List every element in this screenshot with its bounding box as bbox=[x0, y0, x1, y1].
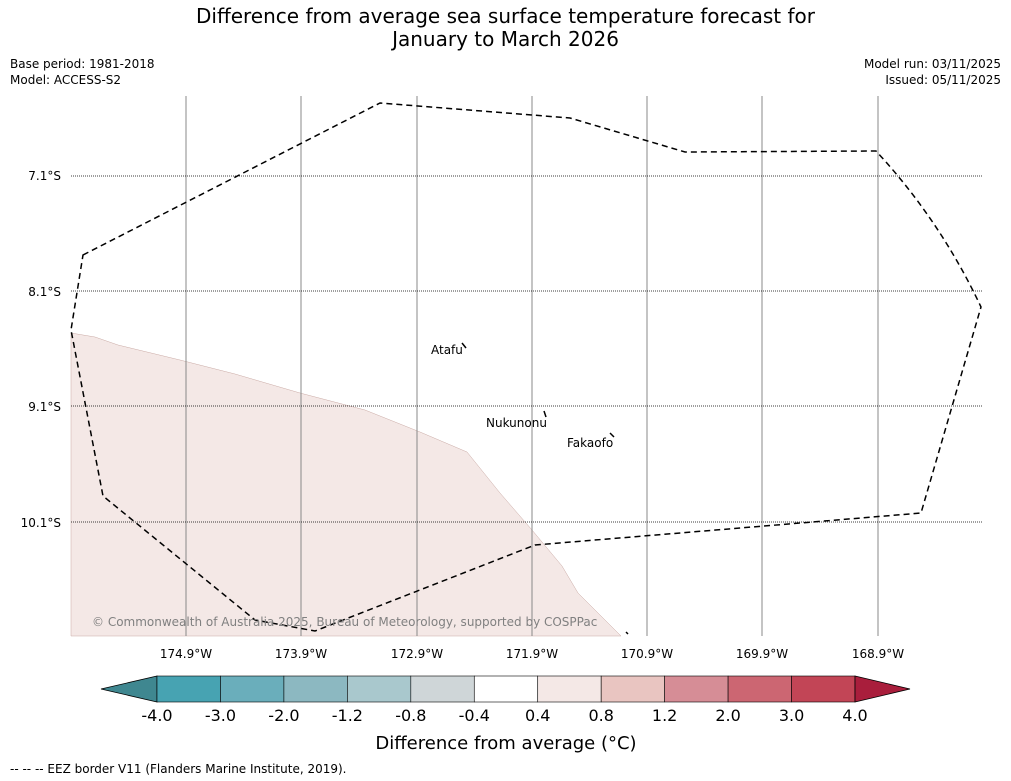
colorbar-segment bbox=[600, 675, 665, 703]
model-run: Model run: 03/11/2025 bbox=[863, 57, 1001, 71]
longitude-labels: 174.9°W 173.9°W 172.9°W 171.9°W 170.9°W … bbox=[160, 647, 904, 661]
colorbar-tick-label: -0.4 bbox=[459, 706, 490, 725]
colorbar-segment bbox=[283, 675, 348, 703]
model-name: Model: ACCESS-S2 bbox=[10, 73, 122, 87]
colorbar-label: Difference from average (°C) bbox=[375, 733, 636, 754]
colorbar-segment bbox=[220, 675, 285, 703]
meta-left: Base period: 1981-2018 Model: ACCESS-S2 bbox=[10, 56, 155, 88]
colorbar-segment bbox=[410, 675, 475, 703]
place-label-fakaofo: Fakaofo bbox=[567, 436, 613, 450]
colorbar-segment bbox=[664, 675, 729, 703]
colorbar-high-extend bbox=[854, 675, 911, 703]
colorbar-tick-label: 0.4 bbox=[525, 706, 550, 725]
copyright-text: © Commonwealth of Australia 2025, Bureau… bbox=[92, 615, 597, 629]
colorbar-tick-label: -2.0 bbox=[268, 706, 299, 725]
colorbar-low-extend bbox=[100, 675, 158, 703]
base-period: Base period: 1981-2018 bbox=[10, 57, 155, 71]
colorbar-tick-label: 3.0 bbox=[779, 706, 804, 725]
colorbar-segment bbox=[156, 675, 221, 703]
colorbar-segment bbox=[347, 675, 412, 703]
lon-label: 169.9°W bbox=[736, 647, 788, 661]
lat-label: 10.1°S bbox=[21, 516, 61, 530]
colorbar-tick-label: -0.8 bbox=[395, 706, 426, 725]
meta-right: Model run: 03/11/2025 Issued: 05/11/2025 bbox=[864, 56, 1001, 88]
colorbar-tick-label: -1.2 bbox=[332, 706, 363, 725]
colorbar-segment bbox=[537, 675, 602, 703]
colorbar-segment bbox=[727, 675, 792, 703]
eez-legend-footer: -- -- -- EEZ border V11 (Flanders Marine… bbox=[10, 762, 347, 776]
colorbar-tick-label: 1.2 bbox=[652, 706, 677, 725]
title-line-2: January to March 2026 bbox=[392, 27, 619, 51]
colorbar-segment bbox=[473, 675, 539, 703]
lon-label: 173.9°W bbox=[275, 647, 327, 661]
colorbar-tick-label: 4.0 bbox=[842, 706, 867, 725]
eez-border bbox=[70, 102, 982, 632]
colorbar-tick-label: 2.0 bbox=[715, 706, 740, 725]
lon-label: 168.9°W bbox=[852, 647, 904, 661]
place-label-atafu: Atafu bbox=[431, 343, 463, 357]
lat-label: 7.1°S bbox=[28, 169, 61, 183]
title-line-1: Difference from average sea surface temp… bbox=[195, 4, 815, 28]
place-labels: Atafu Nukunonu Fakaofo bbox=[431, 343, 613, 450]
lat-label: 8.1°S bbox=[28, 285, 61, 299]
lon-label: 170.9°W bbox=[621, 647, 673, 661]
lat-label: 9.1°S bbox=[28, 400, 61, 414]
colorbar-tick-label: -3.0 bbox=[205, 706, 236, 725]
lon-label: 171.9°W bbox=[506, 647, 558, 661]
latitude-labels: 7.1°S 8.1°S 9.1°S 10.1°S bbox=[21, 169, 61, 530]
southern-islet-shape bbox=[625, 631, 629, 635]
lon-label: 174.9°W bbox=[160, 647, 212, 661]
colorbar-tick-label: -4.0 bbox=[141, 706, 172, 725]
nukunonu-atoll-shape bbox=[543, 410, 547, 418]
colorbar-tick-label: 0.8 bbox=[588, 706, 613, 725]
atafu-atoll-shape bbox=[461, 342, 467, 349]
fakaofo-atoll-shape bbox=[609, 432, 615, 438]
issued-date: Issued: 05/11/2025 bbox=[885, 73, 1001, 87]
chart-title: Difference from average sea surface temp… bbox=[0, 5, 1011, 51]
longitude-gridlines bbox=[185, 96, 879, 636]
place-label-nukunonu: Nukunonu bbox=[486, 416, 547, 430]
lon-label: 172.9°W bbox=[391, 647, 443, 661]
colorbar-segment bbox=[791, 675, 856, 703]
colorbar: -4.0 -3.0 -2.0 -1.2 -0.8 -0.4 0.4 0.8 1.2 2.0 3.0 4… bbox=[100, 675, 911, 725]
shaded-anomaly-region bbox=[70, 332, 622, 637]
atoll-shapes bbox=[461, 342, 629, 635]
